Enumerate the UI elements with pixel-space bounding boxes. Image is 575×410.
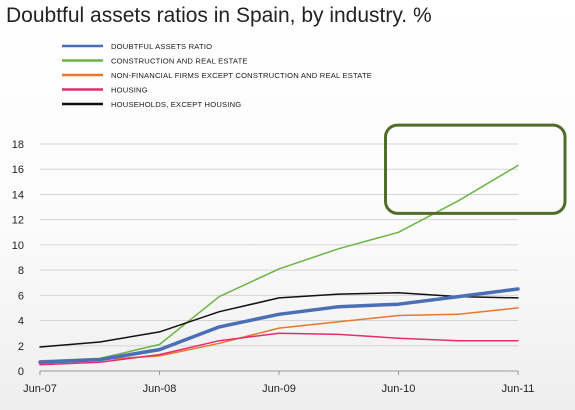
y-tick-label: 14	[12, 189, 24, 201]
x-tick-label: Jun-08	[143, 383, 177, 395]
y-tick-label: 4	[18, 316, 24, 328]
legend-label: CONSTRUCTION AND REAL ESTATE	[111, 57, 248, 66]
x-tick-label: Jun-10	[382, 383, 416, 395]
series-line-non-financial-firms-except-construction-and-real-estate	[39, 307, 519, 362]
gridlines	[40, 143, 518, 372]
y-tick-label: 2	[18, 341, 24, 353]
series-line-construction-and-real-estate	[39, 164, 519, 362]
y-tick-label: 16	[12, 164, 24, 176]
series-line-doubtful-assets-ratio	[38, 287, 520, 364]
x-tick-label: Jun-09	[262, 383, 296, 395]
y-tick-label: 0	[18, 366, 24, 378]
chart-title: Doubtful assets ratios in Spain, by indu…	[6, 4, 432, 27]
legend-label: DOUBTFUL ASSETS RATIO	[111, 42, 212, 51]
x-tick-label: Jun-11	[502, 383, 535, 395]
x-tick-label: Jun-07	[23, 383, 57, 395]
y-tick-label: 10	[12, 240, 24, 252]
y-tick-label: 18	[12, 139, 24, 151]
legend-label: HOUSEHOLDS, EXCEPT HOUSING	[111, 100, 241, 109]
legend-label: HOUSING	[111, 86, 148, 95]
y-tick-label: 12	[12, 215, 24, 227]
series-line-housing	[39, 332, 519, 366]
series-line-households-except-housing	[39, 292, 519, 348]
legend: DOUBTFUL ASSETS RATIO CONSTRUCTION AND RE…	[62, 42, 372, 109]
series-lines	[38, 164, 520, 366]
highlight-box	[384, 123, 567, 215]
y-tick-label: 6	[18, 290, 24, 302]
legend-label: NON-FINANCIAL FIRMS EXCEPT CONSTRUCTION …	[111, 71, 372, 80]
axes: 0 2 4 6 8 10 12 14 16 18 Jun-07 Jun-08 Jun-09 Jun-10 J…	[12, 139, 535, 395]
y-tick-label: 8	[18, 265, 24, 277]
annotations	[384, 123, 567, 215]
